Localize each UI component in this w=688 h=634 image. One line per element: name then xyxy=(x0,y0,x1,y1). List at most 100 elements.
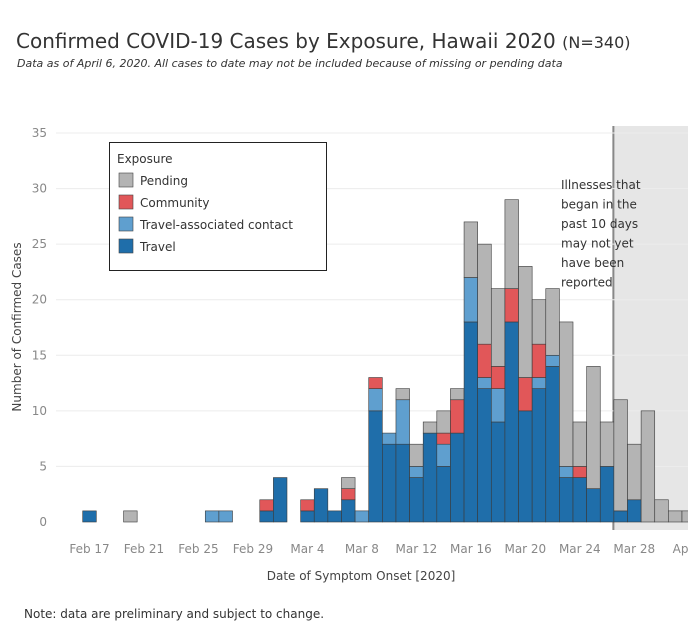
bar-segment: 2020-03-16 Travel: 18 xyxy=(463,321,478,523)
bar-segment: 2020-03-10 Travel-associated contact: 1 xyxy=(382,432,397,445)
bar-segment: 2020-03-09 Travel-associated contact: 2 xyxy=(368,388,383,412)
bar-segment: 2020-02-26 Travel-associated contact: 1 xyxy=(204,510,220,523)
chart-title-count: (N=340) xyxy=(562,33,631,52)
bar-segment: 2020-03-04 Travel: 1 xyxy=(300,510,315,523)
shaded-region-text: Illnesses that xyxy=(561,178,641,192)
axes: 0 5 10 15 20 25 30 35 Feb 17 Feb 21 Feb 25 Feb 29 Ma… xyxy=(10,126,688,583)
chart-subtitle: Data as of April 6, 2020. All cases to d… xyxy=(17,57,563,70)
y-tick-label: 5 xyxy=(39,459,47,473)
bar-segment: 2020-03-26 Pending: 4 xyxy=(599,421,615,467)
bar-segment: 2020-03-12 Pending: 2 xyxy=(409,443,424,467)
bar-segment: 2020-02-17 Travel: 1 xyxy=(82,510,97,523)
shaded-region-text: began in the xyxy=(561,198,637,212)
bar-segment: 2020-03-09 Community: 1 xyxy=(368,377,383,389)
legend-swatch xyxy=(118,238,134,254)
bar-segment: 2020-03-22 Travel-associated contact: 1 xyxy=(545,354,560,367)
bar-segment: 2020-03-18 Travel-associated contact: 3 xyxy=(490,388,506,423)
bar-segment: 2020-03-13 Travel: 8 xyxy=(422,432,438,523)
legend-swatch xyxy=(118,172,134,188)
shaded-region-text: past 10 days xyxy=(561,217,638,231)
legend-swatch xyxy=(118,194,134,210)
bar-segment: 2020-03-20 Travel: 10 xyxy=(518,410,533,523)
bar-segment: 2020-03-14 Travel-associated contact: 2 xyxy=(436,443,451,467)
bar-segment: 2020-02-27 Travel-associated contact: 1 xyxy=(218,510,233,523)
legend: Exposure Pending Community Travel-associate… xyxy=(109,142,327,271)
bar-segment: 2020-03-25 Pending: 11 xyxy=(586,366,601,489)
bar-segment: 2020-03-21 Community: 3 xyxy=(531,343,547,378)
bar-segment: 2020-03-13 Pending: 1 xyxy=(422,421,438,434)
x-tick-label: Mar 12 xyxy=(396,542,438,556)
bar-segment: 2020-03-16 Travel-associated contact: 4 xyxy=(463,277,478,323)
bar-segment: 2020-03-28 Pending: 5 xyxy=(627,443,642,501)
x-tick-label: Mar 24 xyxy=(559,542,601,556)
y-tick-label: 20 xyxy=(32,293,47,307)
bar-segment: 2020-03-29 Pending: 10 xyxy=(640,410,656,523)
bar-segment: 2020-03-18 Community: 2 xyxy=(490,366,506,389)
bar-segment: 2020-03-15 Community: 3 xyxy=(450,399,465,434)
legend-title: Exposure xyxy=(117,152,173,166)
x-tick-label: Feb 25 xyxy=(178,542,218,556)
bar-segment: 2020-03-24 Pending: 4 xyxy=(572,421,587,467)
shaded-region-text: may not yet xyxy=(561,237,634,251)
shaded-region-text: have been xyxy=(561,256,624,270)
bar-segment: 2020-03-09 Travel: 10 xyxy=(368,410,383,523)
bar-segment: 2020-03-11 Travel: 7 xyxy=(395,443,410,523)
bar-segment: 2020-03-21 Pending: 4 xyxy=(531,299,547,345)
bar-segment: 2020-03-18 Pending: 7 xyxy=(490,288,506,367)
bar-segment: 2020-03-07 Travel: 2 xyxy=(341,499,356,523)
x-tick-label: Feb 17 xyxy=(69,542,109,556)
bar-segment: 2020-03-14 Community: 1 xyxy=(436,432,451,445)
chart-title-text: Confirmed COVID-19 Cases by Exposure, Ha… xyxy=(16,29,556,53)
bar-segment: 2020-03-07 Pending: 1 xyxy=(341,477,356,489)
bars: 2020-02-17 Travel: 1 2020-02-20 Pending: … xyxy=(82,199,688,523)
bar-segment: 2020-03-12 Travel-associated contact: 1 xyxy=(409,466,424,478)
legend-label: Pending xyxy=(140,174,188,188)
bar-segment: 2020-03-07 Community: 1 xyxy=(341,488,356,501)
bar-segment: 2020-03-20 Pending: 10 xyxy=(518,266,533,378)
y-tick-label: 25 xyxy=(32,237,47,251)
bar-segment: 2020-03-12 Travel: 4 xyxy=(409,477,424,523)
legend-box xyxy=(109,142,327,271)
legend-label: Community xyxy=(140,196,209,210)
bar-segment: 2020-03-21 Travel-associated contact: 1 xyxy=(531,377,547,389)
bar-segment: 2020-03-17 Travel: 12 xyxy=(477,388,492,523)
bar-segment: 2020-03-10 Travel: 7 xyxy=(382,443,397,523)
bar-segment: 2020-03-11 Travel-associated contact: 4 xyxy=(395,399,410,445)
bar-segment: 2020-03-02 Travel: 4 xyxy=(273,477,288,523)
bar-segment: 2020-03-08 Travel-associated contact: 1 xyxy=(354,510,370,523)
x-tick-label: Mar 16 xyxy=(450,542,492,556)
shaded-region-text: reported xyxy=(561,276,613,290)
bar-segment: 2020-02-20 Pending: 1 xyxy=(123,510,138,523)
bar-segment: 2020-03-23 Travel: 4 xyxy=(559,477,574,523)
y-tick-label: 15 xyxy=(32,348,47,362)
bar-segment: 2020-03-25 Travel: 3 xyxy=(586,488,601,523)
x-tick-label: Feb 29 xyxy=(233,542,273,556)
bar-segment: 2020-03-23 Pending: 13 xyxy=(559,321,574,467)
bar-segment: 2020-03-18 Travel: 9 xyxy=(490,421,506,523)
x-tick-label: Mar 4 xyxy=(290,542,324,556)
bar-segment: 2020-03-21 Travel: 12 xyxy=(531,388,547,523)
legend-label: Travel xyxy=(139,240,176,254)
bar-segment: 2020-03-23 Travel-associated contact: 1 xyxy=(559,466,574,478)
bar-segment: 2020-03-16 Pending: 5 xyxy=(463,221,478,278)
bar-segment: 2020-03-30 Pending: 2 xyxy=(654,499,669,523)
stacked-bar-chart: 2020-02-17 Travel: 1 2020-02-20 Pending: … xyxy=(10,126,688,583)
bar-segment: 2020-03-17 Travel-associated contact: 1 xyxy=(477,377,492,389)
y-tick-label: 0 xyxy=(39,515,47,529)
y-tick-label: 10 xyxy=(32,404,47,418)
bar-segment: 2020-03-27 Travel: 1 xyxy=(613,510,628,523)
y-tick-label: 35 xyxy=(32,126,47,140)
bar-segment: 2020-03-15 Pending: 1 xyxy=(450,388,465,401)
legend-label: Travel-associated contact xyxy=(139,218,293,232)
bar-segment: 2020-03-19 Community: 3 xyxy=(504,288,519,323)
bar-segment: 2020-03-15 Travel: 8 xyxy=(450,432,465,523)
chart-title: Confirmed COVID-19 Cases by Exposure, Ha… xyxy=(16,29,631,53)
bar-segment: 2020-03-26 Travel: 5 xyxy=(599,466,615,523)
bar-segment: 2020-03-04 Community: 1 xyxy=(300,499,315,512)
bar-segment: 2020-03-24 Travel: 4 xyxy=(572,477,587,523)
x-tick-label: Feb 21 xyxy=(124,542,164,556)
bar-segment: 2020-03-19 Travel: 18 xyxy=(504,321,519,523)
footer-note: Note: data are preliminary and subject t… xyxy=(24,607,325,621)
bar-segment: 2020-03-14 Pending: 2 xyxy=(436,410,451,434)
bar-segment: 2020-03-27 Pending: 10 xyxy=(613,399,628,512)
